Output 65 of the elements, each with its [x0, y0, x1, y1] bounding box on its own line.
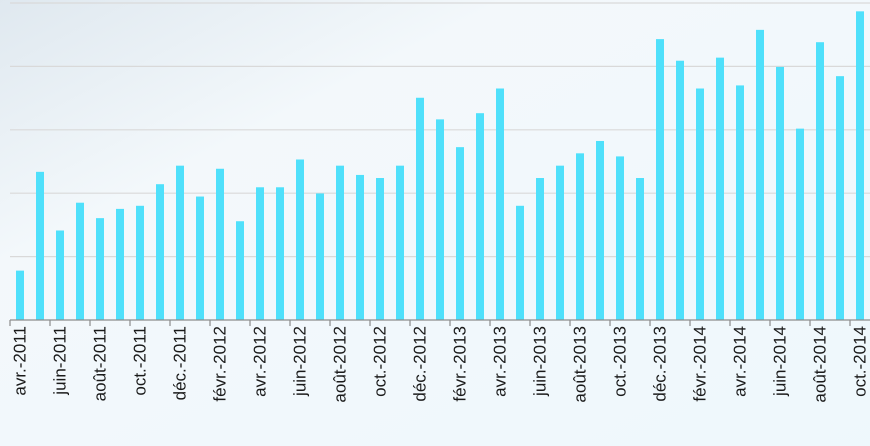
bar	[716, 58, 724, 320]
bar	[56, 230, 64, 320]
x-tick-label: févr.-2014	[690, 326, 710, 402]
bar	[756, 30, 764, 320]
bar	[16, 270, 24, 320]
bar	[356, 174, 364, 320]
bar	[336, 166, 344, 320]
bar	[736, 85, 744, 320]
bar	[656, 39, 664, 320]
x-tick-label: avr.-2011	[10, 326, 30, 396]
bar	[196, 196, 204, 320]
bar	[416, 98, 424, 320]
bar	[816, 42, 824, 320]
bar	[576, 153, 584, 320]
x-tick-label: févr.-2012	[210, 326, 230, 402]
x-tick-label: oct.-2011	[130, 326, 150, 396]
x-tick-label: oct.-2013	[610, 326, 630, 397]
x-tick-label: août-2013	[570, 326, 590, 403]
bar	[496, 88, 504, 320]
x-tick-label: déc.-2011	[170, 326, 190, 400]
bar	[856, 11, 864, 320]
x-tick-label: déc.-2013	[650, 326, 670, 402]
x-tick-label: août-2011	[90, 326, 110, 402]
bar	[636, 178, 644, 320]
bar	[76, 202, 84, 320]
bar	[316, 193, 324, 320]
bar	[536, 178, 544, 320]
bar	[396, 166, 404, 320]
bar	[456, 147, 464, 320]
bar	[376, 178, 384, 320]
bar	[596, 140, 604, 320]
x-tick-label: oct.-2014	[850, 326, 870, 397]
bar	[176, 166, 184, 320]
bar	[476, 113, 484, 320]
bar	[136, 206, 144, 320]
bar	[156, 184, 164, 320]
x-tick-label: juin-2012	[290, 326, 310, 397]
x-tick-label: août-2014	[810, 326, 830, 403]
bar	[236, 221, 244, 320]
bar	[676, 60, 684, 320]
x-tick-label: juin-2014	[770, 326, 790, 397]
bar	[796, 128, 804, 320]
x-tick-label: juin-2013	[530, 326, 550, 397]
bar	[116, 208, 124, 320]
bar	[296, 159, 304, 320]
bar	[776, 66, 784, 320]
bar	[436, 119, 444, 320]
bar	[556, 166, 564, 320]
bar	[516, 206, 524, 320]
x-tick-label: avr.-2012	[250, 326, 270, 397]
x-tick-label: avr.-2013	[490, 326, 510, 397]
x-tick-label: août-2012	[330, 326, 350, 403]
bar	[216, 168, 224, 320]
bar	[696, 88, 704, 320]
x-tick-label: juin-2011	[50, 326, 70, 396]
x-tick-label: déc.-2012	[410, 326, 430, 402]
bar	[36, 172, 44, 320]
x-tick-label: févr.-2013	[450, 326, 470, 402]
bar	[616, 156, 624, 320]
bar	[276, 187, 284, 320]
x-tick-label: avr.-2014	[730, 326, 750, 397]
bar	[836, 76, 844, 320]
x-tick-label: oct.-2012	[370, 326, 390, 397]
bar	[256, 187, 264, 320]
bar	[96, 218, 104, 320]
